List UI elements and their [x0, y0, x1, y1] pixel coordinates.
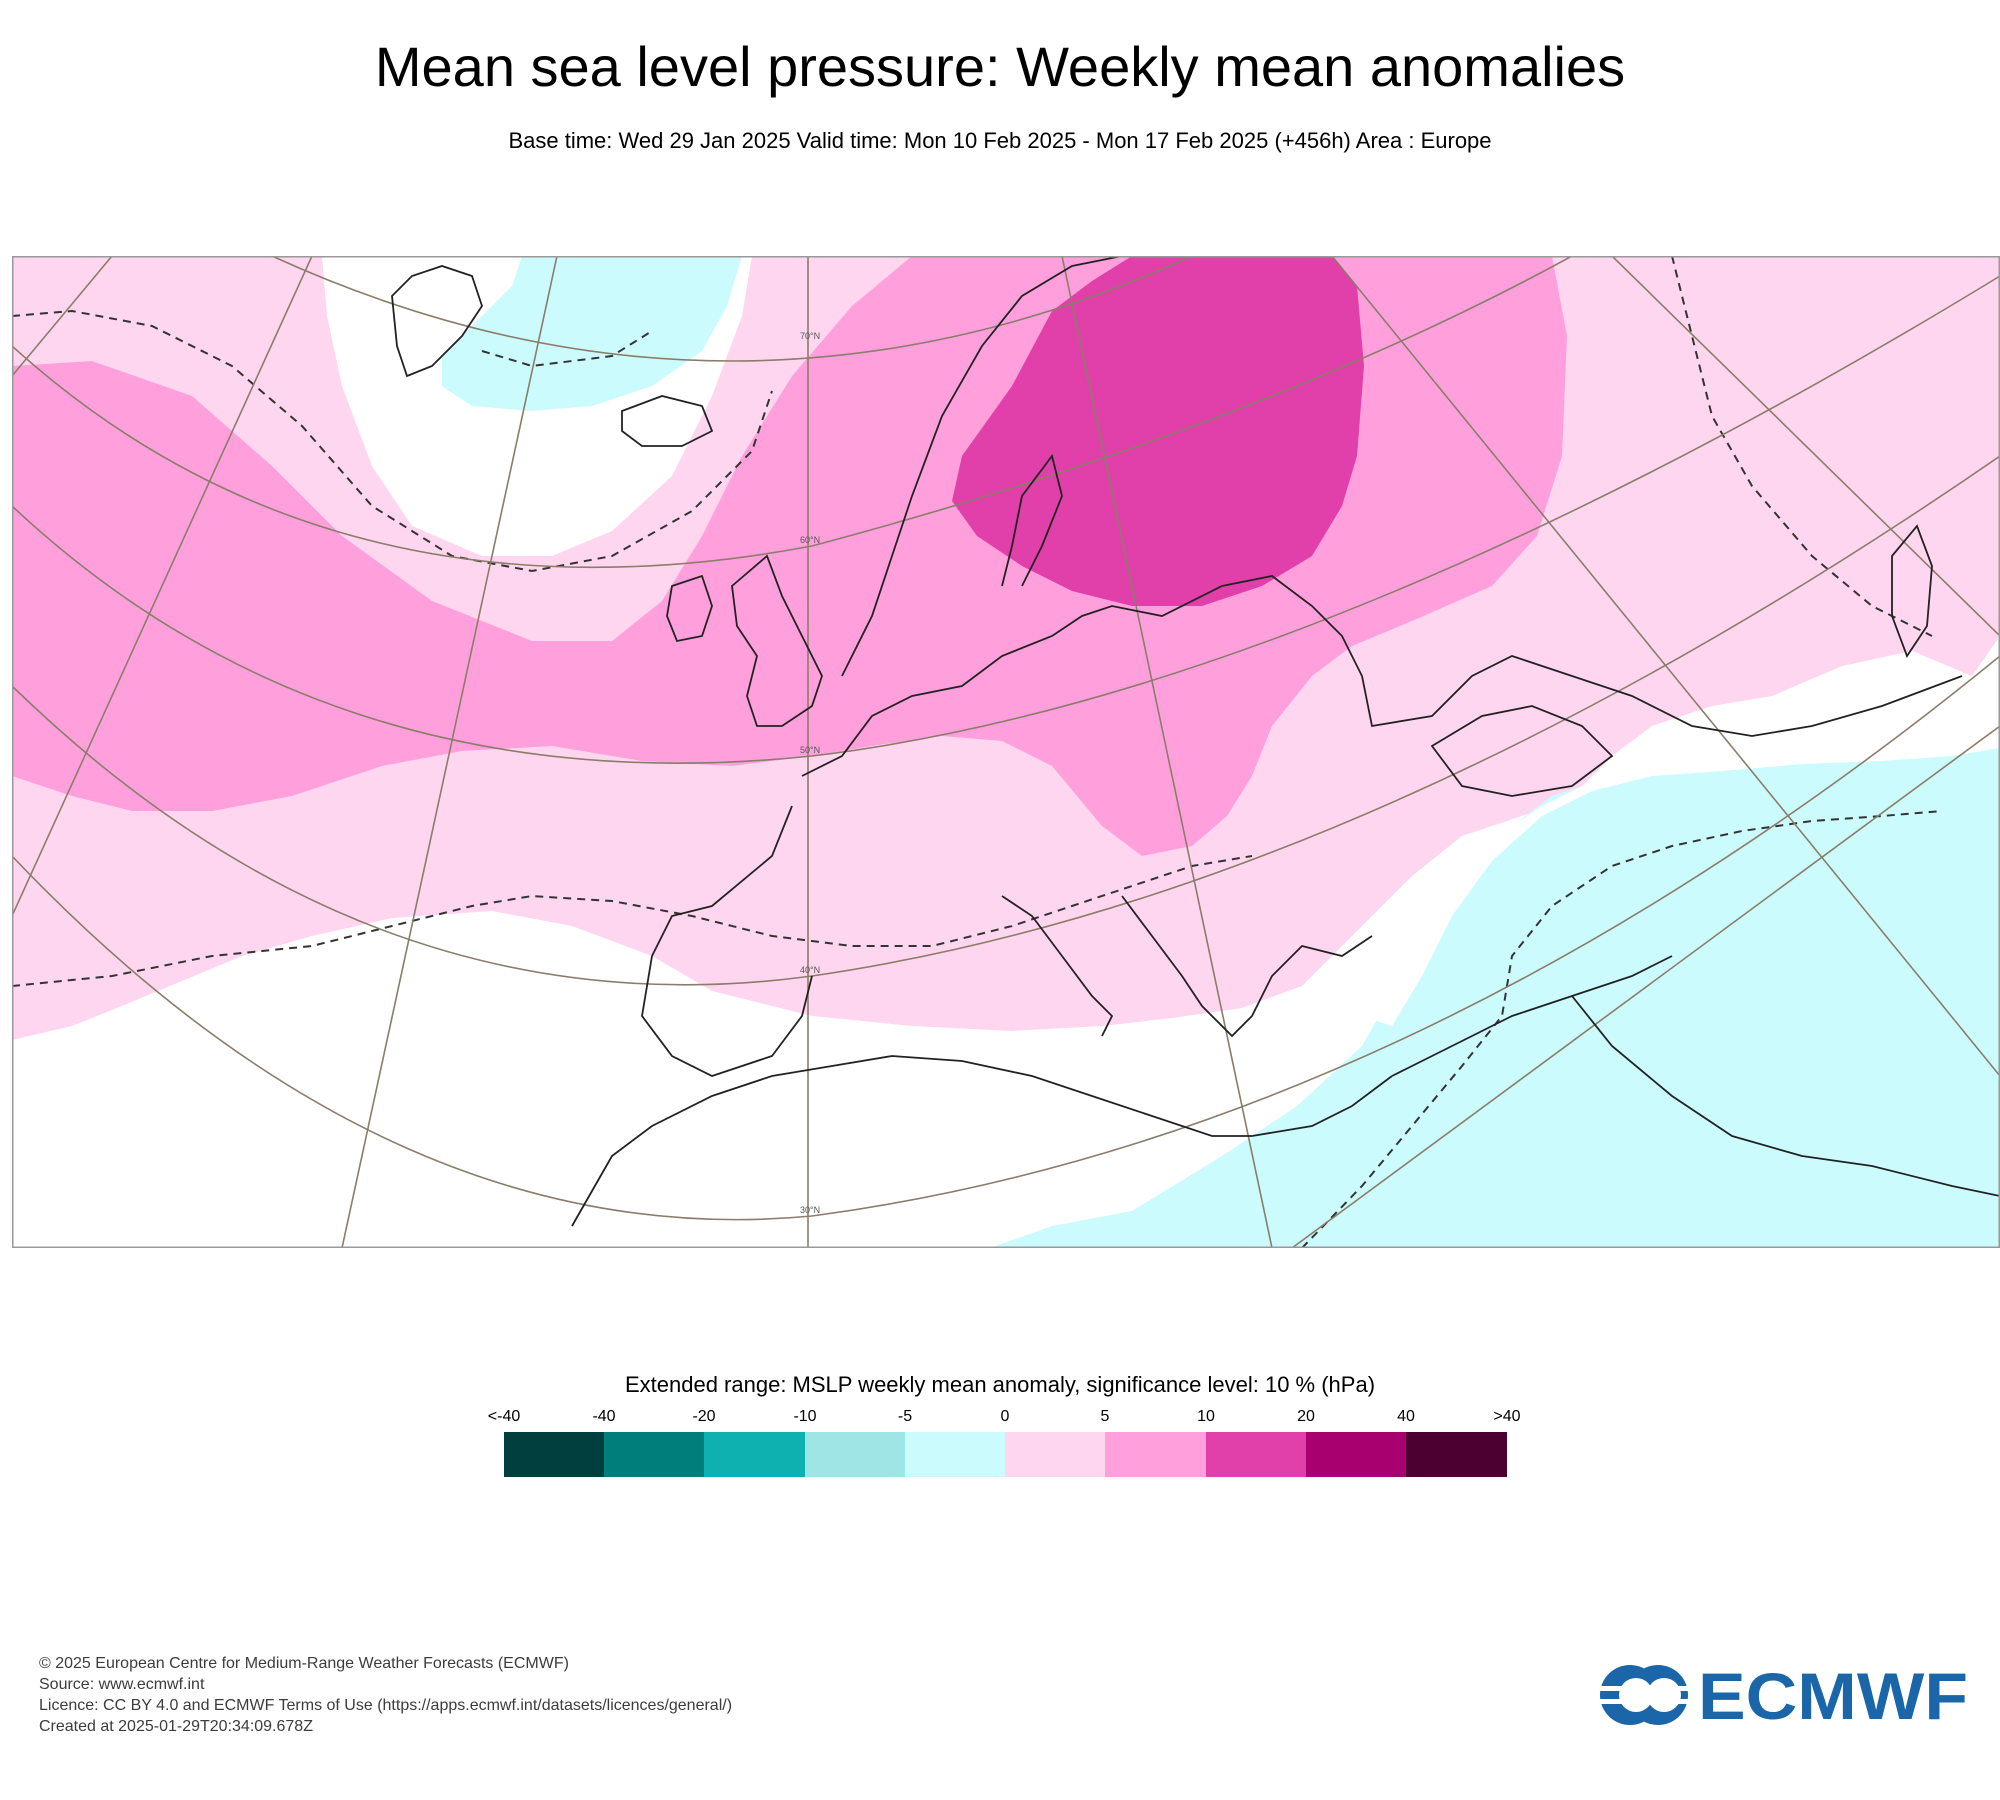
legend-tick-label: 10 — [1197, 1408, 1215, 1425]
latitude-line-60n — [12, 256, 1573, 569]
significance-contour-iceland — [481, 330, 653, 368]
significance-contour-south — [12, 855, 1253, 987]
meridian-20w — [12, 256, 313, 917]
colorbar-swatch — [1005, 1432, 1106, 1477]
colorbar-swatch — [905, 1432, 1006, 1477]
latitude-label-30n: 30°N — [800, 1205, 820, 1215]
page-title: Mean sea level pressure: Weekly mean ano… — [374, 35, 1626, 98]
legend-tick-label: -20 — [692, 1408, 716, 1425]
coastline-iceland — [621, 395, 714, 447]
meridian-30w — [12, 256, 113, 377]
coastline-scandinavia — [841, 256, 1123, 677]
ecmwf-logo-text: ECMWF — [1698, 1660, 1968, 1730]
meridian-30e — [1611, 256, 2000, 637]
legend-tick-label: 5 — [1100, 1408, 1110, 1425]
anomaly-plus-10-20-core — [952, 256, 1364, 606]
coastline-continental-europe — [801, 575, 1963, 777]
colorbar-swatch — [504, 1432, 605, 1477]
coastline-greenland — [391, 265, 483, 378]
footer-licence: Licence: CC BY 4.0 and ECMWF Terms of Us… — [39, 1697, 733, 1714]
colorbar-swatch — [1406, 1432, 1507, 1477]
latitude-line-50n — [12, 275, 2000, 764]
legend-tick-label: 0 — [1000, 1408, 1010, 1425]
significance-contour-northeast — [1671, 256, 1933, 637]
ecmwf-logo: ECMWF — [1598, 1660, 1968, 1730]
footer-credits: © 2025 European Centre for Medium-Range … — [39, 1653, 732, 1737]
latitude-label-70n: 70°N — [800, 331, 820, 341]
colorbar-swatch — [1206, 1432, 1307, 1477]
colorbar-swatch — [704, 1432, 805, 1477]
latitude-line-40n — [12, 455, 2000, 986]
significance-contour-west — [12, 309, 773, 573]
meridian-10w — [341, 256, 558, 1248]
legend-tick-label: -10 — [793, 1408, 817, 1425]
meridian-20e — [1331, 256, 2000, 1077]
coastline-italy-balkans — [1001, 895, 1373, 1038]
anomaly-minus-5-0-iceland — [442, 256, 742, 411]
latitude-line-30n — [12, 655, 2000, 1221]
legend-tick-label: <-40 — [487, 1408, 521, 1425]
coastline-black-sea — [1430, 705, 1614, 797]
colorbar-swatch — [805, 1432, 906, 1477]
legend-title: Extended range: MSLP weekly mean anomaly… — [624, 1372, 1376, 1397]
footer-copyright: © 2025 European Centre for Medium-Range … — [39, 1655, 569, 1672]
legend-tick-label: >40 — [1493, 1408, 1521, 1425]
meridian-10e — [1061, 256, 1273, 1248]
colorbar-swatch — [1306, 1432, 1407, 1477]
colorbar-swatch — [1105, 1432, 1206, 1477]
legend-tick-label: 20 — [1297, 1408, 1315, 1425]
latitude-label-60n: 60°N — [800, 535, 820, 545]
latitude-label-50n: 50°N — [800, 745, 820, 755]
meridian-40e — [1291, 725, 2000, 1248]
neutral-eastern-mediterranean — [1362, 666, 2000, 1026]
coastline-ireland — [666, 574, 713, 643]
coastline-north-africa — [571, 1055, 1393, 1227]
anomaly-minus-5-0-southeast — [990, 746, 2000, 1248]
coastline-iberia — [641, 805, 813, 1077]
coastline-middle-east — [1391, 955, 2000, 1197]
map-frame — [12, 256, 2000, 1248]
page-subtitle: Base time: Wed 29 Jan 2025 Valid time: M… — [508, 128, 1492, 153]
legend-tick-label: 40 — [1397, 1408, 1415, 1425]
legend-tick-label: -40 — [592, 1408, 616, 1425]
footer-source: Source: www.ecmwf.int — [39, 1676, 205, 1693]
latitude-line-70n — [271, 256, 1193, 362]
anomaly-map: 70°N 60°N 50°N 40°N 30°N — [12, 256, 2000, 1248]
footer-created: Created at 2025-01-29T20:34:09.678Z — [39, 1718, 313, 1735]
coastline-caspian — [1891, 524, 1933, 658]
latitude-label-40n: 40°N — [800, 965, 820, 975]
colorbar-swatch — [604, 1432, 705, 1477]
legend-tick-label: -5 — [897, 1408, 913, 1425]
coastline-great-britain — [731, 554, 823, 727]
